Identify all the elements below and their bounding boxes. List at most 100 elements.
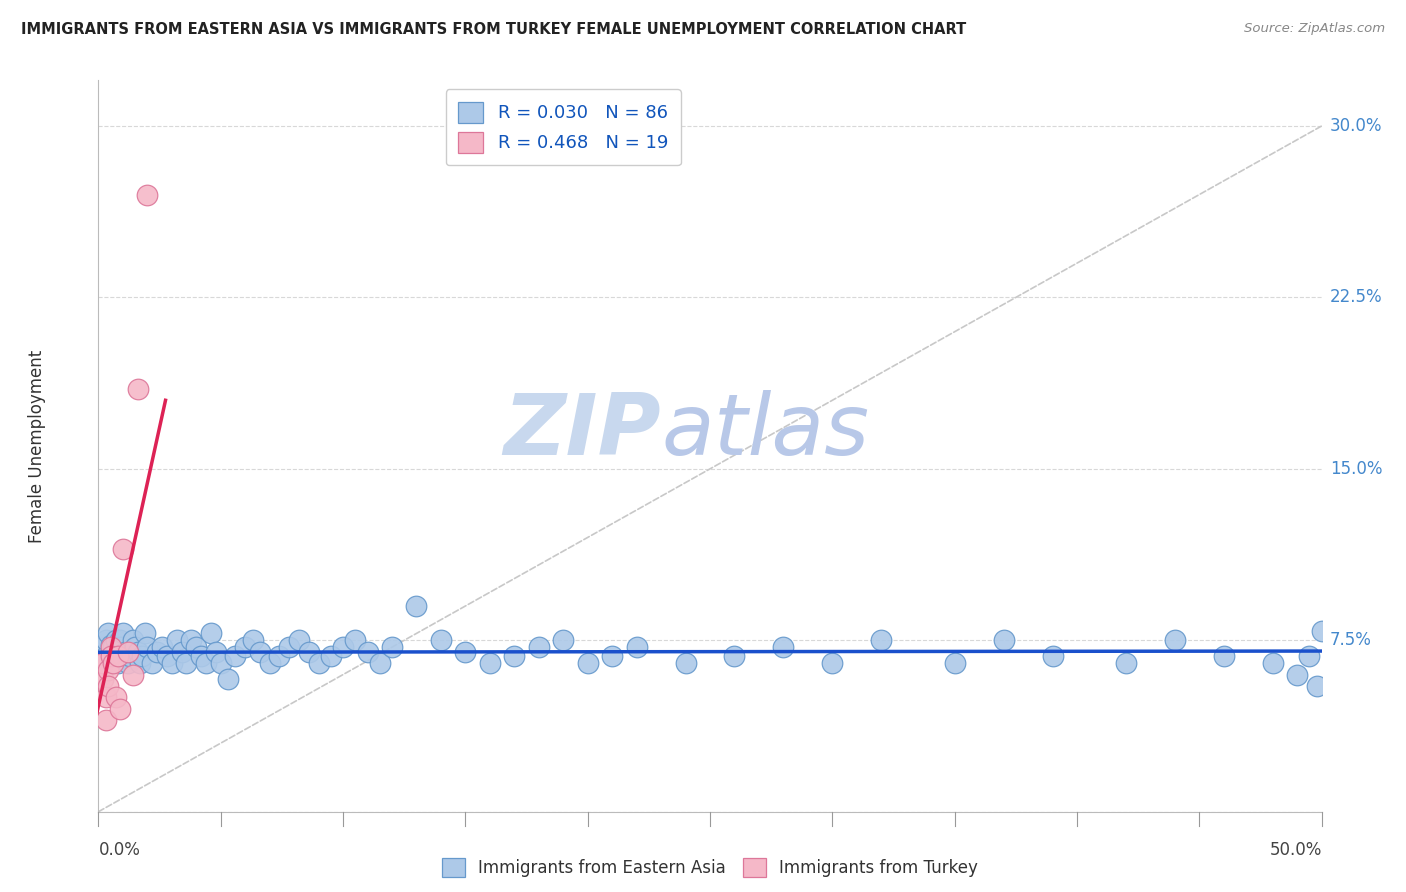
Point (129, 656, 152, 670)
Point (1261, 656, 1284, 670)
Text: 7.5%: 7.5% (1330, 632, 1372, 649)
Point (104, 690, 127, 705)
Point (772, 640, 794, 655)
Text: 30.0%: 30.0% (1330, 117, 1382, 135)
Point (1164, 633, 1187, 648)
Point (136, 187, 159, 202)
Text: 0.0%: 0.0% (98, 841, 141, 859)
Point (97, 656, 120, 670)
Point (1298, 649, 1320, 664)
Point (576, 656, 599, 670)
Point (114, 645, 136, 659)
Point (1286, 667, 1309, 681)
Point (368, 656, 391, 670)
Text: 22.5%: 22.5% (1330, 288, 1382, 307)
Point (259, 656, 281, 670)
Point (136, 640, 159, 655)
Point (186, 640, 208, 655)
Text: IMMIGRANTS FROM EASTERN ASIA VS IMMIGRANTS FROM TURKEY FEMALE UNEMPLOYMENT CORRE: IMMIGRANTS FROM EASTERN ASIA VS IMMIGRAN… (21, 22, 966, 37)
Point (94, 633, 117, 648)
Point (141, 656, 163, 670)
Point (308, 656, 330, 670)
Point (110, 640, 132, 655)
Point (269, 649, 291, 664)
Point (200, 626, 222, 640)
Point (288, 633, 311, 648)
Point (110, 702, 132, 716)
Point (405, 599, 427, 613)
Point (90, 656, 112, 670)
Point (190, 649, 212, 664)
Point (600, 649, 623, 664)
Point (100, 645, 122, 659)
Point (943, 656, 966, 670)
Point (107, 649, 129, 664)
Point (553, 633, 575, 648)
Point (217, 672, 239, 686)
Point (176, 656, 198, 670)
Point (91, 656, 114, 670)
Point (150, 640, 173, 655)
Point (1310, 624, 1333, 639)
Point (111, 626, 134, 640)
Point (127, 645, 149, 659)
Point (454, 645, 477, 659)
Text: Female Unemployment: Female Unemployment (28, 350, 46, 542)
Point (107, 649, 129, 664)
Point (242, 633, 264, 648)
Point (101, 640, 124, 655)
Point (110, 633, 132, 648)
Point (100, 640, 122, 655)
Point (111, 649, 134, 664)
Point (224, 649, 246, 664)
Point (101, 656, 124, 670)
Point (821, 656, 844, 670)
Point (121, 633, 143, 648)
Point (121, 667, 143, 681)
Point (131, 649, 153, 664)
Point (100, 649, 122, 664)
Point (233, 640, 256, 655)
Point (344, 633, 367, 648)
Point (100, 638, 122, 652)
Point (723, 649, 745, 664)
Point (97, 626, 120, 640)
Point (97, 663, 120, 677)
Point (180, 633, 202, 648)
Legend: Immigrants from Eastern Asia, Immigrants from Turkey: Immigrants from Eastern Asia, Immigrants… (434, 851, 986, 884)
Point (117, 656, 139, 670)
Point (626, 640, 648, 655)
Text: atlas: atlas (661, 390, 869, 473)
Point (104, 645, 127, 659)
Point (120, 649, 142, 664)
Point (160, 656, 183, 670)
Point (381, 640, 404, 655)
Point (90, 667, 112, 681)
Point (249, 645, 271, 659)
Point (278, 640, 301, 655)
Text: 15.0%: 15.0% (1330, 460, 1382, 478)
Point (107, 656, 129, 670)
Point (1212, 649, 1234, 664)
Point (156, 649, 179, 664)
Point (298, 645, 321, 659)
Point (124, 640, 146, 655)
Point (94, 690, 117, 705)
Text: Source: ZipAtlas.com: Source: ZipAtlas.com (1244, 22, 1385, 36)
Point (195, 656, 218, 670)
Point (117, 645, 139, 659)
Point (170, 645, 193, 659)
Point (100, 656, 122, 670)
Point (97, 679, 120, 693)
Point (134, 626, 156, 640)
Point (527, 640, 550, 655)
Point (91, 640, 114, 655)
Point (503, 649, 526, 664)
Text: ZIP: ZIP (503, 390, 661, 473)
Point (146, 645, 169, 659)
Point (332, 640, 354, 655)
Point (478, 656, 501, 670)
Point (127, 382, 149, 396)
Point (91, 672, 114, 686)
Point (104, 633, 127, 648)
